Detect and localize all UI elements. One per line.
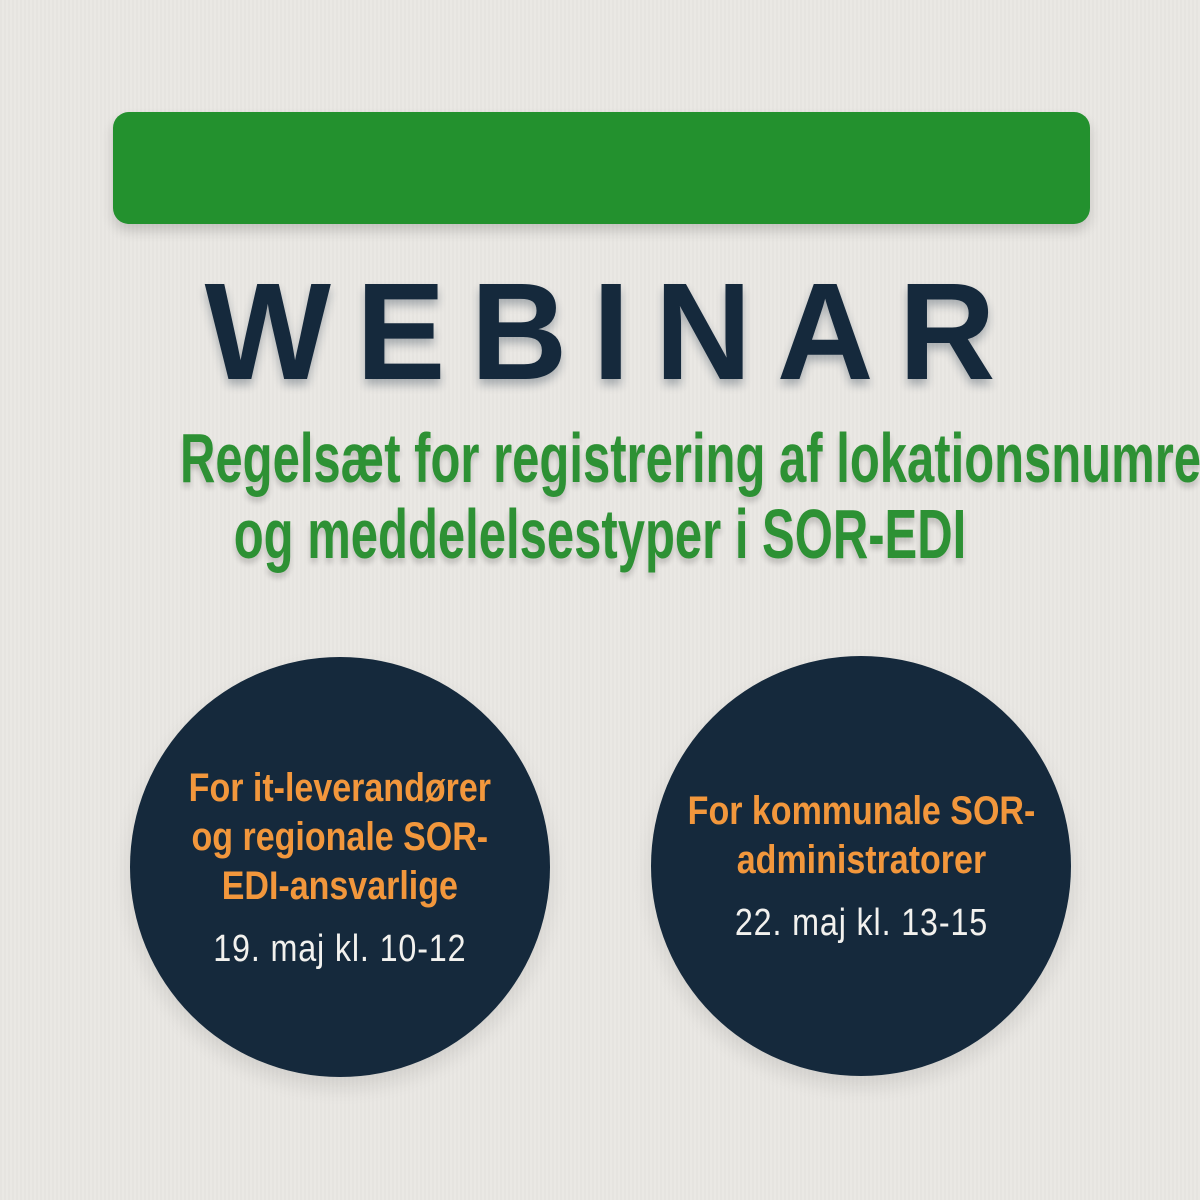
session-circle-municipal-admins: For kommunale SOR- administratorer 22. m… [651,656,1071,1076]
session-datetime: 22. maj kl. 13-15 [734,902,988,944]
session-circle-content: For kommunale SOR- administratorer 22. m… [687,787,1035,945]
subtitle-line-2: og meddelelsestyper i SOR-EDI [233,495,967,573]
audience-line: administratorer [736,838,986,882]
webinar-subtitle: Regelsæt for registrering af lokationsnu… [180,419,1200,573]
session-datetime: 19. maj kl. 10-12 [213,927,467,970]
audience-line: For it-leverandører [188,765,492,810]
audience-line: og regionale SOR- [191,814,489,859]
top-banner [113,112,1090,224]
session-circle-content: For it-leverandører og regionale SOR- ED… [189,764,491,971]
audience-label: For kommunale SOR- administratorer [687,787,1035,885]
audience-line: EDI-ansvarlige [221,863,459,908]
audience-line: For kommunale SOR- [687,789,1035,833]
audience-label: For it-leverandører og regionale SOR- ED… [189,764,491,911]
subtitle-line-1: Regelsæt for registrering af lokationsnu… [180,419,1200,497]
session-circle-it-suppliers: For it-leverandører og regionale SOR- ED… [130,657,550,1077]
webinar-title: WEBINAR [204,255,1021,409]
